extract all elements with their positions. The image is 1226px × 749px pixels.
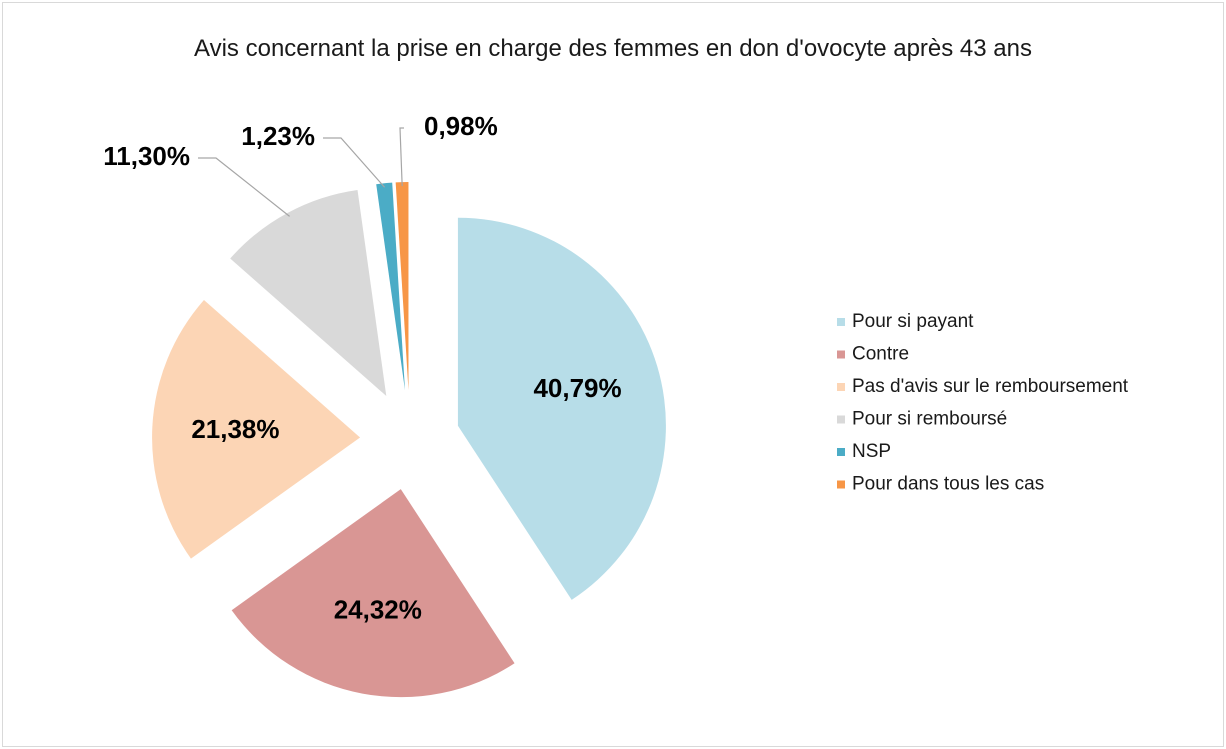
legend-swatch [837, 383, 845, 391]
legend-swatch [837, 480, 845, 489]
legend-swatch [837, 448, 845, 456]
legend-swatch [837, 350, 845, 359]
pie-slice [231, 489, 515, 698]
leader-line [198, 157, 290, 217]
legend-swatch [837, 415, 845, 424]
legend-label: Pour si payant [852, 311, 974, 332]
title-box: Avis concernant la prise en charge des f… [0, 34, 1226, 64]
data-label: 0,98% [424, 111, 498, 141]
legend-label: NSP [852, 441, 891, 462]
pie-slice [457, 217, 666, 600]
leader-line [399, 127, 404, 187]
legend-swatch [837, 318, 845, 326]
pie-slice [230, 189, 387, 396]
data-label: 24,32% [334, 595, 422, 625]
data-label: 11,30% [103, 141, 190, 171]
pie-slice [395, 182, 409, 391]
legend-label: Pour si remboursé [852, 409, 1007, 430]
data-label: 21,38% [191, 414, 279, 444]
data-label: 40,79% [533, 373, 621, 403]
legend-label: Contre [852, 344, 909, 365]
data-label: 1,23% [241, 121, 315, 151]
pie-slice [376, 182, 405, 391]
leader-line [323, 137, 386, 188]
legend-label: Pas d'avis sur le remboursement [852, 376, 1129, 397]
legend-label: Pour dans tous les cas [852, 474, 1044, 495]
pie-slice [152, 300, 361, 559]
chart-title: Avis concernant la prise en charge des f… [194, 35, 1032, 62]
